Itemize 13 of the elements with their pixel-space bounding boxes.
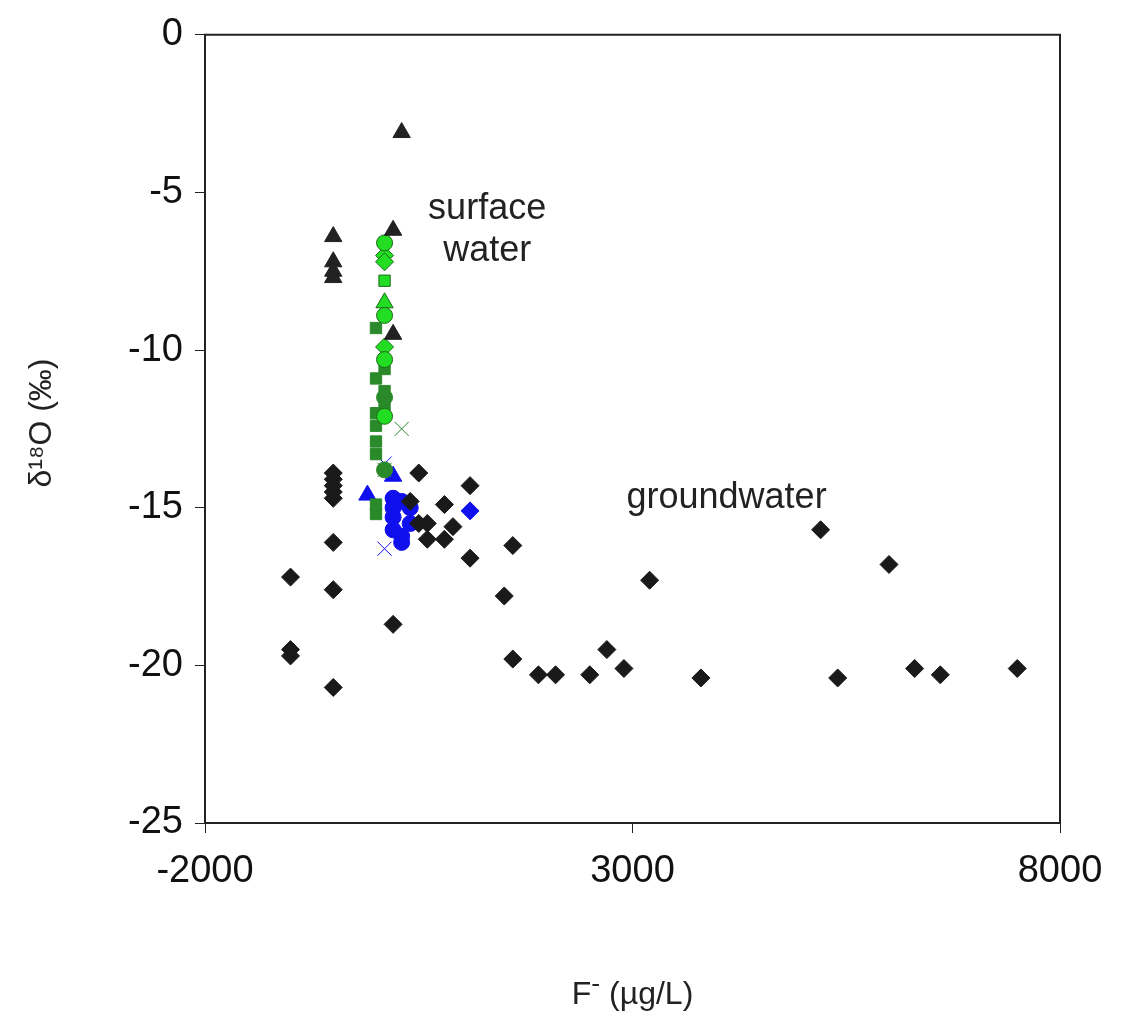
y-tick-label: -25 bbox=[128, 799, 183, 842]
y-axis-title: δ¹⁸O (‰) bbox=[21, 358, 59, 488]
y-tick-label: 0 bbox=[161, 11, 183, 54]
x-tick-label: -2000 bbox=[156, 848, 254, 891]
y-tick-label: -15 bbox=[128, 484, 183, 527]
y-tick-label: -10 bbox=[128, 326, 183, 369]
annotation: groundwater bbox=[626, 474, 827, 516]
x-axis-title: F$^{-}$ (µg/L) bbox=[570, 968, 695, 1012]
y-tick-label: -5 bbox=[149, 168, 183, 211]
x-tick-label: 3000 bbox=[590, 848, 675, 891]
annotation: surface water bbox=[428, 185, 547, 269]
y-tick-label: -20 bbox=[128, 641, 183, 684]
x-tick-label: 8000 bbox=[1017, 848, 1103, 891]
